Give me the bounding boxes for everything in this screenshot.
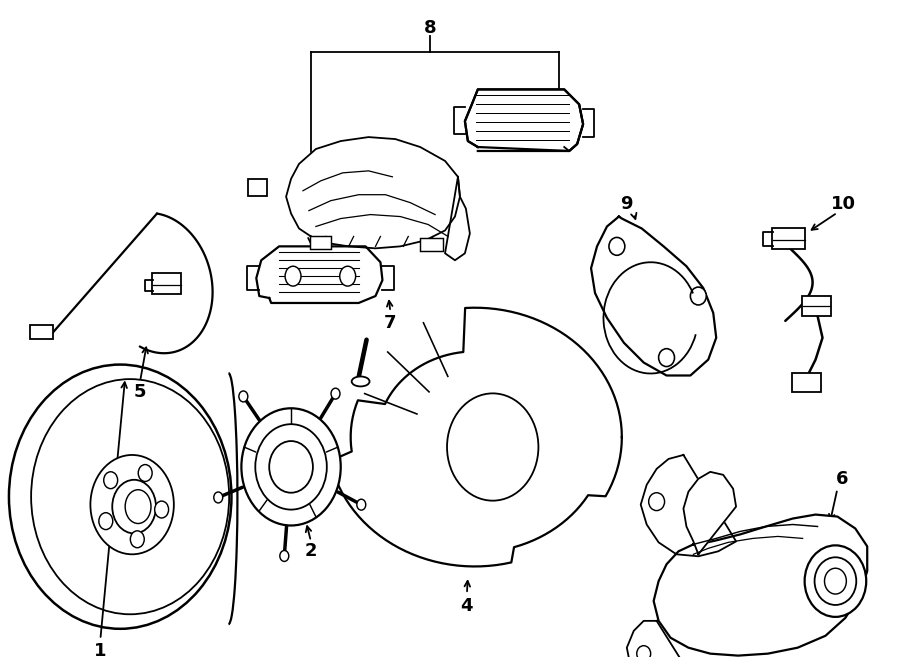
Ellipse shape <box>339 266 356 286</box>
Polygon shape <box>286 137 460 249</box>
Ellipse shape <box>637 646 651 661</box>
Ellipse shape <box>331 388 340 399</box>
Ellipse shape <box>112 480 156 533</box>
Polygon shape <box>445 177 470 260</box>
Text: 2: 2 <box>305 542 317 561</box>
Polygon shape <box>626 621 698 661</box>
Ellipse shape <box>104 472 118 488</box>
Ellipse shape <box>814 557 856 605</box>
Ellipse shape <box>352 377 370 387</box>
Text: 9: 9 <box>621 194 633 213</box>
FancyBboxPatch shape <box>772 228 806 249</box>
Polygon shape <box>256 247 382 303</box>
Ellipse shape <box>805 545 866 617</box>
Ellipse shape <box>214 492 222 503</box>
Polygon shape <box>591 217 716 375</box>
Ellipse shape <box>99 513 112 529</box>
Text: 8: 8 <box>424 19 436 37</box>
Ellipse shape <box>659 348 674 367</box>
Text: 5: 5 <box>134 383 147 401</box>
Ellipse shape <box>90 455 174 555</box>
Ellipse shape <box>609 237 625 255</box>
FancyBboxPatch shape <box>31 325 53 339</box>
FancyBboxPatch shape <box>152 273 181 293</box>
Text: 1: 1 <box>94 642 106 660</box>
Text: 4: 4 <box>461 597 473 615</box>
Ellipse shape <box>130 531 144 548</box>
FancyBboxPatch shape <box>419 238 443 251</box>
Polygon shape <box>330 308 622 566</box>
Ellipse shape <box>280 551 289 561</box>
FancyBboxPatch shape <box>792 373 821 392</box>
FancyBboxPatch shape <box>248 179 266 196</box>
Ellipse shape <box>649 492 664 510</box>
Ellipse shape <box>356 499 365 510</box>
Polygon shape <box>641 455 736 557</box>
Text: 10: 10 <box>831 194 856 213</box>
Ellipse shape <box>285 266 301 286</box>
Ellipse shape <box>139 465 152 481</box>
FancyBboxPatch shape <box>310 236 331 249</box>
Polygon shape <box>653 514 868 656</box>
Ellipse shape <box>9 365 231 629</box>
Ellipse shape <box>447 393 538 500</box>
Ellipse shape <box>690 287 707 305</box>
Text: 7: 7 <box>384 314 397 332</box>
Ellipse shape <box>238 391 248 402</box>
Text: 6: 6 <box>836 470 849 488</box>
Ellipse shape <box>241 408 341 525</box>
Text: 3: 3 <box>373 426 384 444</box>
Ellipse shape <box>155 501 168 518</box>
Polygon shape <box>683 472 736 555</box>
FancyBboxPatch shape <box>802 295 831 317</box>
Polygon shape <box>465 89 583 151</box>
